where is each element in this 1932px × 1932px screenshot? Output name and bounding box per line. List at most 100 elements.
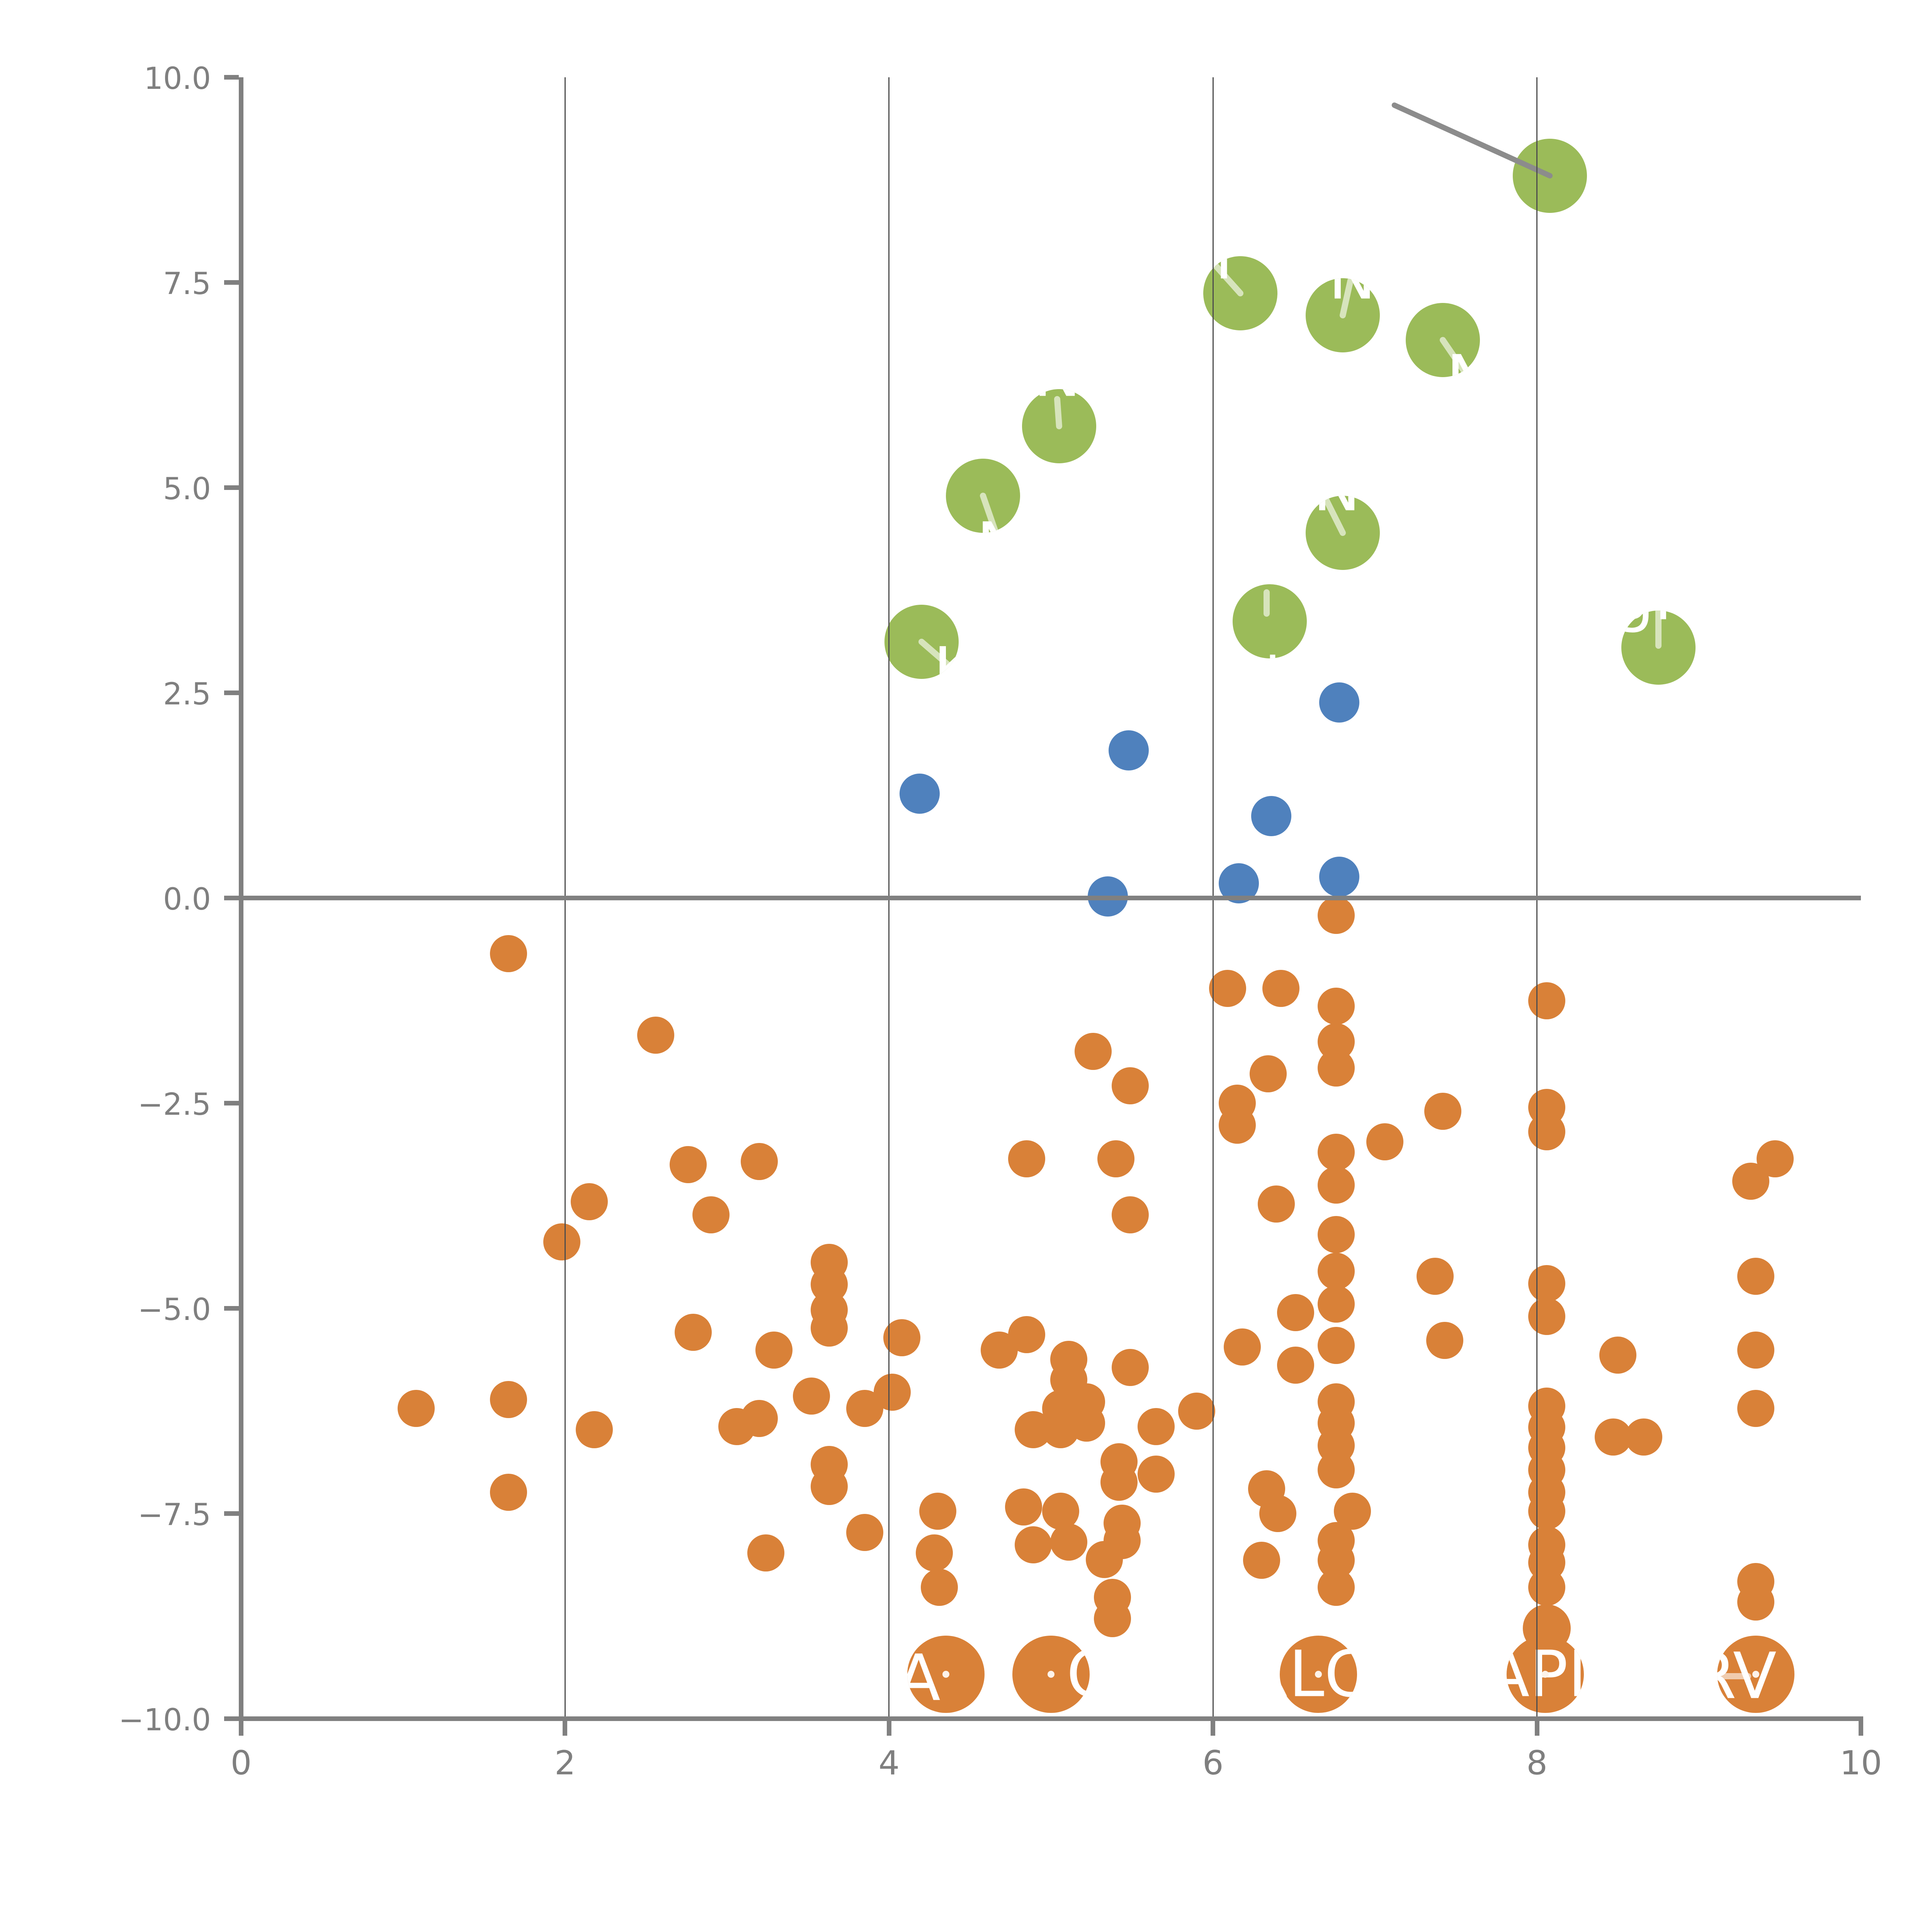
bubble-label-fragment: A (907, 1641, 940, 1713)
data-point (883, 1319, 921, 1357)
x-tick-label: 10 (1840, 1744, 1882, 1782)
data-point (874, 1373, 911, 1411)
y-tick-label: 10.0 (144, 61, 211, 96)
y-tick-2.5 (224, 690, 239, 695)
data-point (1528, 1298, 1565, 1335)
data-point (1262, 969, 1300, 1007)
data-point (1074, 1033, 1112, 1070)
bubble-label-fragment: RV (1717, 1639, 1777, 1713)
labeled-bubble: N (1305, 278, 1380, 352)
data-point (1014, 1526, 1052, 1563)
y-tick-5.0 (224, 485, 239, 490)
bubble-center-marker (1315, 1671, 1322, 1678)
y-tick-label: −5.0 (138, 1293, 211, 1327)
data-point (1112, 1196, 1149, 1233)
x-tick-label: 6 (1202, 1744, 1224, 1782)
x-tick-10 (1859, 1721, 1863, 1736)
data-point (1317, 1253, 1355, 1290)
x-tick-label: 2 (554, 1744, 576, 1782)
data-point (1317, 1134, 1355, 1171)
x-axis-spine (239, 1716, 1863, 1721)
data-point (810, 1468, 848, 1505)
y-tick-−2.5 (224, 1101, 239, 1105)
data-point (1100, 1464, 1138, 1501)
data-point (1625, 1418, 1663, 1456)
data-point (1112, 1349, 1149, 1386)
data-point (490, 1381, 527, 1418)
data-point (1249, 1055, 1287, 1092)
bubble-center-marker (1048, 1671, 1054, 1678)
y-tick-label: −10.0 (118, 1703, 211, 1738)
labeled-bubble: RV (1717, 1636, 1794, 1713)
data-point (575, 1411, 613, 1449)
data-point (1319, 682, 1360, 723)
data-point (1317, 1327, 1355, 1364)
zero-baseline (241, 896, 1861, 900)
bubble-label-fragment: O (1066, 1642, 1090, 1706)
data-point (1138, 1408, 1175, 1445)
labeled-bubble: gl (1621, 611, 1696, 685)
labeled-bubble: N (946, 459, 1020, 533)
data-point (1599, 1337, 1637, 1374)
data-point (1426, 1321, 1463, 1359)
data-point (1042, 1492, 1080, 1530)
labeled-bubble (1513, 138, 1587, 213)
y-tick-label: 5.0 (163, 472, 211, 507)
bubble-label-fragment: N (976, 514, 1020, 533)
data-point (674, 1313, 712, 1351)
data-point (755, 1332, 793, 1369)
data-point (741, 1400, 778, 1437)
bubble-label-fragment: O'S (1233, 647, 1307, 658)
x-tick-label: 4 (878, 1744, 900, 1782)
data-point (1277, 1346, 1314, 1384)
data-point (1008, 1316, 1046, 1353)
data-point (571, 1183, 608, 1220)
data-point (1317, 896, 1355, 934)
y-tick-−10.0 (224, 1716, 239, 1721)
data-point (1178, 1392, 1216, 1430)
data-point (1317, 988, 1355, 1025)
labeled-bubble: N (1022, 389, 1096, 463)
data-point (490, 935, 527, 973)
data-point (1528, 1113, 1565, 1151)
data-point (1737, 1258, 1774, 1295)
bubble-label-fragment: N (1033, 389, 1081, 406)
bubble-label-fragment: K (933, 633, 959, 679)
x-tick-label: 0 (230, 1744, 252, 1782)
data-point (1317, 1569, 1355, 1606)
data-point (1424, 1093, 1462, 1130)
x-tick-0 (239, 1721, 243, 1736)
y-tick-label: −2.5 (138, 1087, 211, 1122)
y-axis-spine (239, 77, 243, 1721)
labeled-bubble: O (1012, 1636, 1090, 1713)
data-point (900, 774, 940, 814)
data-point (1416, 1258, 1454, 1295)
labeled-bubble: APIS (1506, 1636, 1584, 1713)
labeled-bubble: RLC (1279, 1636, 1357, 1713)
labeled-bubble: N (1406, 303, 1480, 377)
data-point (1209, 969, 1246, 1007)
data-point (1277, 1294, 1314, 1331)
data-point (637, 1016, 675, 1054)
data-point (793, 1378, 830, 1415)
x-tick-2 (563, 1721, 568, 1736)
labeled-bubble: A (907, 1636, 985, 1713)
y-tick-10.0 (224, 75, 239, 80)
data-point (397, 1390, 435, 1427)
data-point (1251, 796, 1292, 836)
data-point (1732, 1162, 1769, 1200)
data-point (1097, 1140, 1134, 1178)
data-point (1528, 982, 1565, 1019)
data-point (1319, 856, 1360, 897)
y-tick-label: 7.5 (163, 267, 211, 301)
data-point (1317, 1049, 1355, 1087)
data-point (846, 1514, 883, 1551)
bubble-center-marker (942, 1671, 949, 1678)
data-point (1317, 1167, 1355, 1204)
data-point (543, 1223, 581, 1260)
bubble-center-marker (1541, 1671, 1549, 1678)
x-tick-8 (1534, 1721, 1539, 1736)
data-point (1317, 1451, 1355, 1489)
y-tick-−5.0 (224, 1306, 239, 1311)
data-point (747, 1534, 785, 1571)
